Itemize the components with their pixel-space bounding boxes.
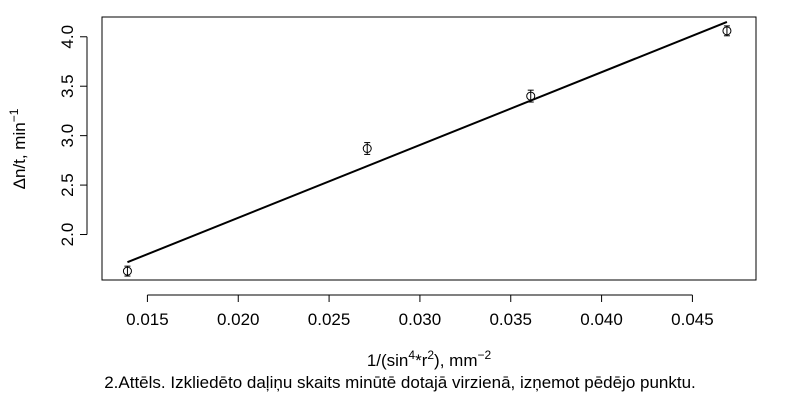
point-marker <box>122 266 132 276</box>
y-tick-label: 2.0 <box>58 223 77 247</box>
plot-frame <box>101 16 757 281</box>
point-marker <box>526 91 536 101</box>
figure-caption: 2.Attēls. Izkliedēto daļiņu skaits minūt… <box>104 373 696 392</box>
data-points <box>122 25 732 277</box>
x-axis: 0.015 0.020 0.025 0.030 0.035 0.040 0.045 <box>126 294 714 329</box>
point-marker <box>362 144 372 153</box>
regression-line-group <box>127 21 728 264</box>
x-tick-label: 0.035 <box>489 310 532 329</box>
y-tick-label: 2.5 <box>58 173 77 197</box>
data-point <box>526 89 536 103</box>
x-tick-label: 0.025 <box>308 310 351 329</box>
data-point <box>722 25 732 37</box>
x-tick-label: 0.015 <box>126 310 169 329</box>
y-axis: 2.0 2.5 3.0 3.5 4.0 <box>58 25 88 247</box>
data-point <box>362 142 372 155</box>
x-tick-label: 0.045 <box>671 310 714 329</box>
y-axis-label: Δn/t, min−1 <box>7 108 29 189</box>
scatter-chart: 0.015 0.020 0.025 0.030 0.035 0.040 0.045 2.02… <box>7 16 757 370</box>
x-tick-label: 0.030 <box>399 310 442 329</box>
data-point <box>122 265 132 277</box>
y-tick-label: 4.0 <box>58 25 77 49</box>
x-axis-label: 1/(sin4*r2), mm−2 <box>367 348 492 370</box>
y-tick-label: 3.0 <box>58 124 77 148</box>
point-marker <box>722 26 732 36</box>
x-tick-label: 0.040 <box>580 310 623 329</box>
regression-line <box>127 21 728 264</box>
y-tick-label: 3.5 <box>58 74 77 98</box>
x-tick-label: 0.020 <box>217 310 260 329</box>
